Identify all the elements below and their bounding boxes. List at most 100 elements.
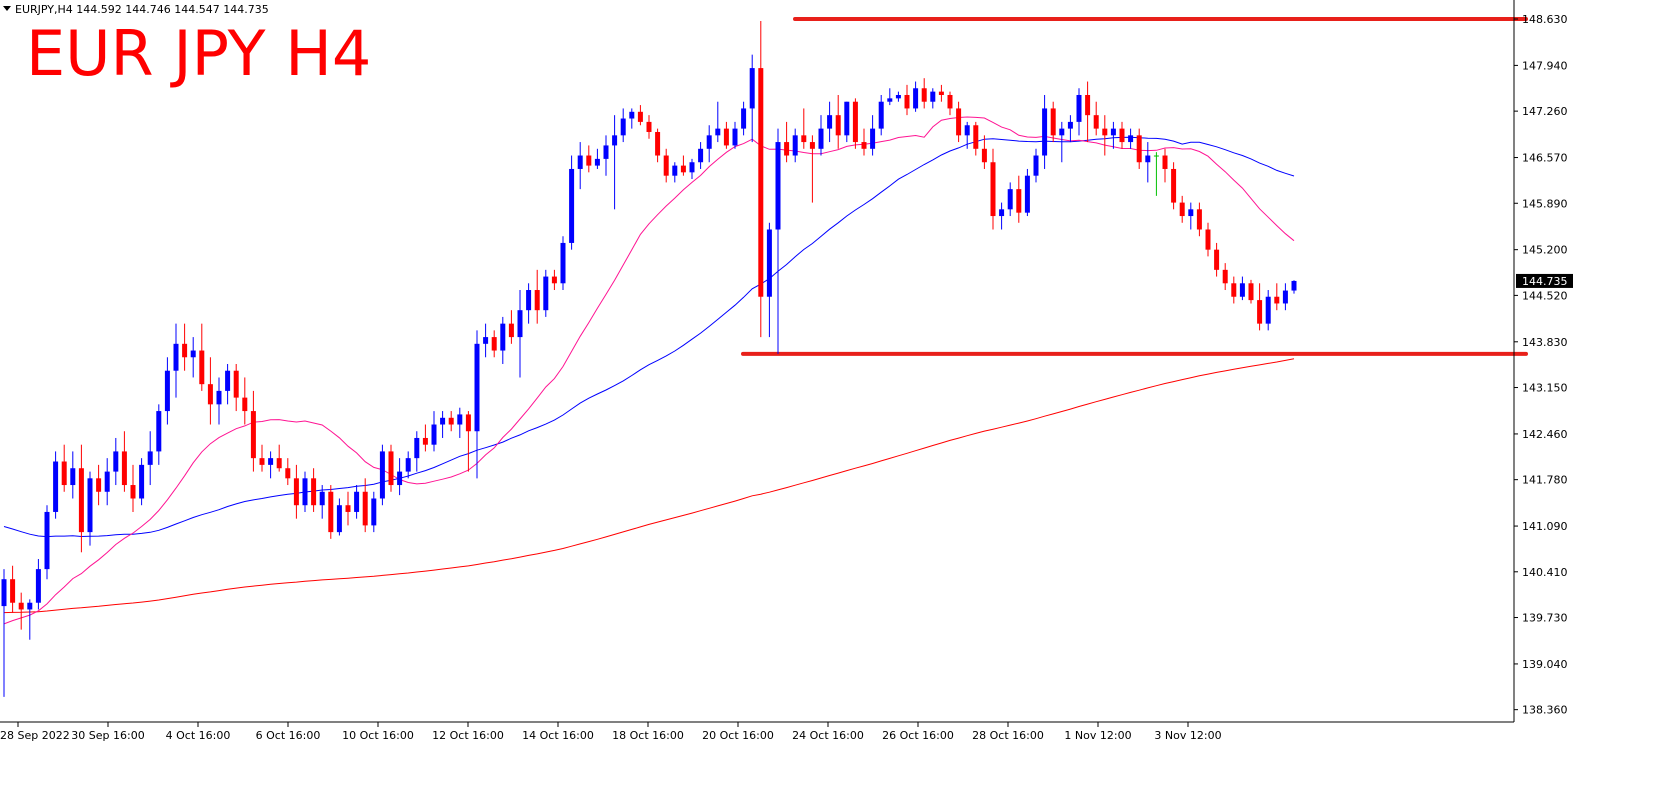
candle	[887, 88, 893, 106]
candle	[947, 91, 953, 116]
candle-body	[852, 101, 858, 143]
candle	[336, 498, 342, 536]
candle	[371, 491, 377, 533]
candle	[1205, 222, 1211, 257]
price-axis[interactable]: 148.630 147.940 147.260 146.570 145.890 145.2…	[1514, 13, 1568, 717]
candle	[259, 444, 265, 472]
candle	[345, 491, 351, 526]
candle	[543, 269, 549, 317]
candle	[319, 485, 325, 519]
plot-area[interactable]	[1, 17, 1528, 697]
candle-body	[1214, 249, 1220, 270]
candle-body	[551, 276, 557, 284]
candle	[302, 471, 308, 512]
candle	[1248, 279, 1254, 304]
time-tick-label: 4 Oct 16:00	[166, 729, 231, 742]
candle	[1145, 142, 1151, 183]
candle	[706, 125, 712, 163]
candle	[156, 404, 162, 465]
candle	[397, 458, 403, 496]
price-tick-label: 145.200	[1522, 244, 1568, 257]
candle-body	[500, 323, 506, 351]
candle	[981, 135, 987, 169]
candle	[878, 94, 884, 136]
candle-body	[861, 142, 867, 149]
candle	[629, 108, 635, 129]
time-tick-label: 14 Oct 16:00	[522, 729, 594, 742]
candle-body	[1102, 128, 1108, 136]
candle	[990, 148, 996, 230]
candle	[818, 115, 824, 156]
candle-body	[182, 343, 188, 358]
candle	[44, 505, 50, 580]
candle	[612, 115, 618, 210]
price-tick-label: 143.150	[1522, 382, 1568, 395]
candle-body	[233, 370, 239, 398]
candle-body	[10, 579, 16, 603]
candle-body	[663, 155, 669, 176]
candle	[70, 451, 76, 499]
candle-body	[1291, 280, 1297, 291]
candle-body	[1145, 155, 1151, 163]
candle	[1196, 202, 1202, 237]
candle	[973, 121, 979, 156]
candle	[328, 485, 334, 539]
candle-body	[534, 290, 540, 311]
current-price-tag-bg	[1516, 273, 1573, 288]
candle	[53, 451, 59, 519]
candle	[1042, 94, 1048, 169]
candle-body	[139, 464, 145, 499]
candle	[1153, 152, 1159, 196]
candle-body	[440, 417, 446, 425]
candle-body	[1239, 283, 1245, 297]
candle-body	[947, 94, 953, 109]
candle-body	[379, 451, 385, 499]
candle	[913, 81, 919, 112]
current-price-tag: 144.735	[1516, 273, 1573, 288]
chart-title: EUR JPY H4	[26, 17, 371, 90]
candle	[999, 202, 1005, 230]
candle	[1291, 280, 1297, 294]
candle	[311, 468, 317, 512]
candle	[870, 115, 876, 156]
candle	[861, 128, 867, 156]
candle	[10, 565, 16, 613]
candle-body	[130, 485, 136, 499]
time-tick-label: 26 Oct 16:00	[882, 729, 954, 742]
price-tick-label: 145.890	[1522, 197, 1568, 210]
candle-body	[844, 101, 850, 136]
candle	[440, 411, 446, 438]
price-tick-label: 140.410	[1522, 566, 1568, 579]
horizontal-levels[interactable]	[741, 17, 1528, 356]
candle-body	[1059, 128, 1065, 136]
candle	[35, 559, 41, 610]
candle-body	[646, 121, 652, 132]
candle-body	[655, 131, 661, 156]
candle	[663, 148, 669, 183]
candle-body	[594, 158, 600, 166]
candle	[216, 377, 222, 425]
candle-body	[629, 111, 635, 119]
time-tick-label: 24 Oct 16:00	[792, 729, 864, 742]
candle-body	[887, 98, 893, 102]
time-axis[interactable]: 28 Sep 2022 30 Sep 16:00 4 Oct 16:00 6 Oct …	[0, 722, 1222, 742]
candle	[1214, 242, 1220, 277]
candle-body	[1016, 189, 1022, 213]
candle-body	[225, 370, 231, 391]
candle-body	[956, 108, 962, 136]
candle-body	[715, 128, 721, 136]
candle-body	[508, 323, 514, 338]
candle	[689, 158, 695, 180]
candle-body	[930, 91, 936, 102]
candle	[207, 357, 213, 425]
candle-body	[1110, 128, 1116, 136]
candle	[182, 323, 188, 371]
candle	[517, 290, 523, 378]
time-tick-label: 6 Oct 16:00	[256, 729, 321, 742]
candle-body	[818, 128, 824, 149]
dropdown-triangle-icon[interactable]	[3, 6, 11, 11]
candle-body	[448, 417, 454, 425]
candle	[164, 357, 170, 425]
